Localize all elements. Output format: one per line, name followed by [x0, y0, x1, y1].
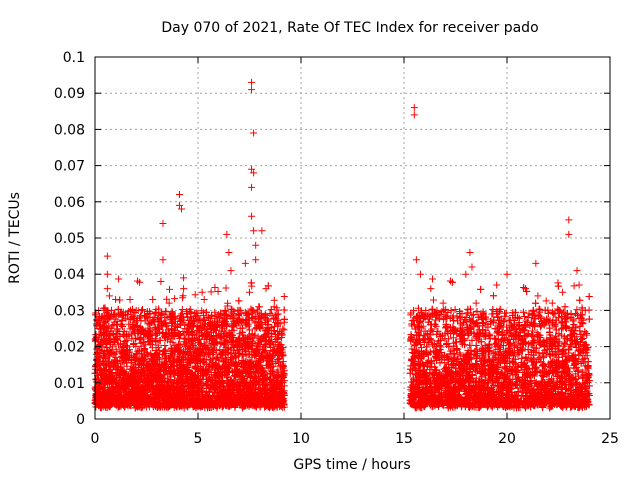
noise-point [214, 288, 222, 296]
noise-point [247, 279, 255, 287]
noise-point [280, 326, 288, 334]
noise-point [270, 296, 278, 304]
noise-point [191, 291, 199, 299]
noise-point [117, 321, 125, 329]
noise-point [211, 283, 219, 291]
noise-point [255, 303, 263, 311]
chart-title: Day 070 of 2021, Rate Of TEC Index for r… [161, 20, 538, 36]
noise-point [235, 297, 243, 305]
grid-lines [95, 57, 610, 419]
noise-point [248, 306, 256, 314]
noise-point [279, 325, 287, 333]
data-points [91, 78, 593, 412]
noise-point [92, 311, 100, 319]
noise-point [280, 306, 288, 314]
noise-point [280, 292, 288, 300]
noise-point [280, 315, 288, 323]
noise-point [222, 284, 230, 292]
noise-point [171, 295, 179, 303]
noise-point [207, 288, 215, 296]
noise-point [115, 275, 123, 283]
noise-point [165, 285, 173, 293]
